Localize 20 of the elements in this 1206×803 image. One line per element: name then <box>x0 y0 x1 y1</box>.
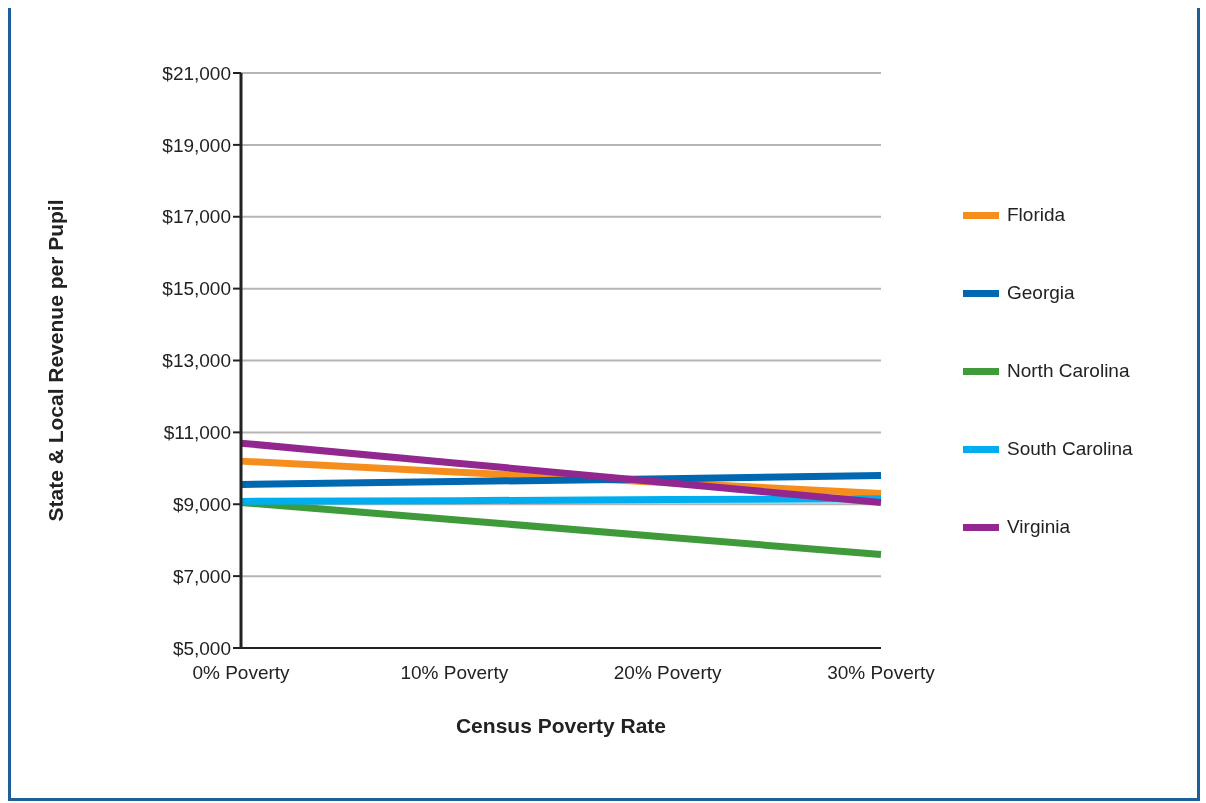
y-tick-label: $13,000 <box>162 350 231 372</box>
y-tick-label: $21,000 <box>162 62 231 84</box>
y-tick-label: $7,000 <box>172 565 231 587</box>
y-tick-label: $9,000 <box>172 493 231 515</box>
y-tick-label: $15,000 <box>162 278 231 300</box>
y-tick-label: $19,000 <box>162 134 231 156</box>
x-axis-title: Census Poverty Rate <box>455 714 667 737</box>
x-tick-label: 10% Poverty <box>400 662 509 684</box>
y-tick-label: $17,000 <box>162 206 231 228</box>
y-tick-label: $11,000 <box>163 422 231 444</box>
legend-label: Florida <box>1007 204 1066 226</box>
y-axis-title: State & Local Revenue per Pupil <box>44 199 68 522</box>
x-tick-label: 20% Poverty <box>613 662 723 684</box>
legend-label: Virginia <box>1007 516 1071 538</box>
legend-label: South Carolina <box>1007 438 1133 460</box>
x-tick-label: 0% Poverty <box>192 662 291 684</box>
x-tick-label: 30% Poverty <box>827 662 936 684</box>
legend-label: North Carolina <box>1007 360 1130 382</box>
legend-label: Georgia <box>1007 282 1075 304</box>
y-tick-label: $5,000 <box>172 637 231 659</box>
